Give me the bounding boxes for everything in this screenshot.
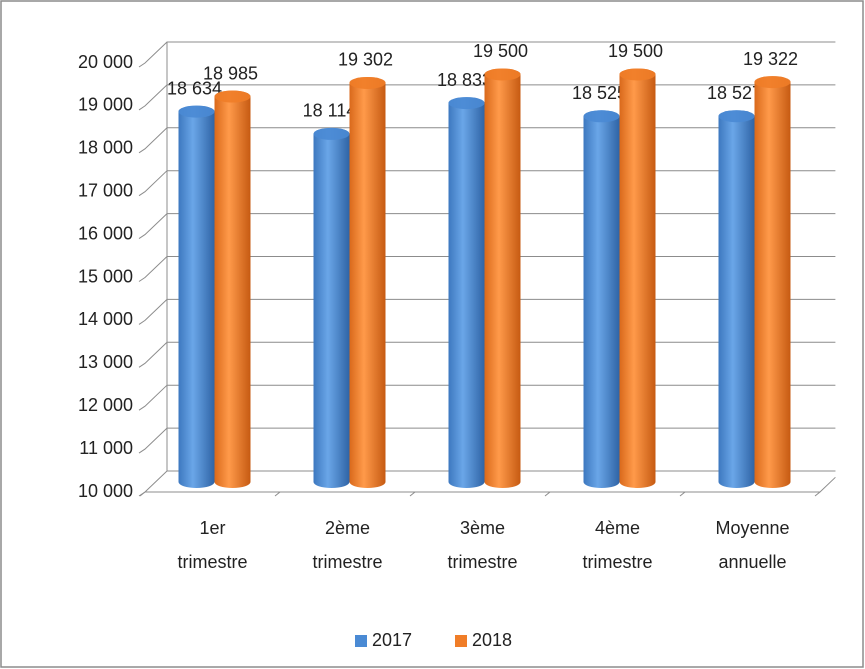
bar bbox=[484, 68, 521, 488]
value-label: 18 114 bbox=[303, 101, 357, 121]
x-tick-label-line: 1er bbox=[199, 518, 225, 538]
legend-swatch bbox=[355, 635, 367, 647]
bar-top bbox=[718, 110, 755, 123]
y-tick-label: 16 000 bbox=[78, 223, 133, 243]
bar-top bbox=[448, 97, 485, 110]
x-tick-label-line: Moyenne bbox=[715, 518, 789, 538]
x-tick-label: 2ème trimestre bbox=[312, 518, 382, 572]
bar bbox=[214, 90, 251, 488]
x-tick bbox=[814, 491, 821, 497]
y-tick-label: 10 000 bbox=[78, 481, 133, 501]
bar-top bbox=[313, 127, 350, 140]
bar-top bbox=[178, 105, 215, 118]
x-tick-label: Moyenne annuelle bbox=[715, 518, 789, 572]
y-tick-label: 14 000 bbox=[78, 309, 133, 329]
bar bbox=[178, 105, 215, 488]
bar bbox=[583, 110, 620, 488]
x-tick-label-line: 3ème bbox=[460, 518, 505, 538]
grid-line bbox=[138, 41, 836, 68]
value-label: 19 302 bbox=[338, 50, 393, 70]
y-tick-label: 11 000 bbox=[79, 438, 133, 458]
x-tick-label-line: 2ème bbox=[325, 518, 370, 538]
bar-top bbox=[349, 76, 386, 89]
y-tick-label: 13 000 bbox=[78, 352, 133, 372]
bar bbox=[349, 76, 386, 488]
value-label: 18 634 bbox=[167, 78, 222, 98]
x-tick bbox=[544, 491, 551, 497]
x-tick-label: 3ème trimestre bbox=[447, 518, 517, 572]
y-tick-label: 12 000 bbox=[78, 395, 133, 415]
value-label: 19 500 bbox=[608, 41, 663, 61]
y-tick-label: 18 000 bbox=[78, 138, 133, 158]
y-tick-label: 15 000 bbox=[78, 266, 133, 286]
x-tick bbox=[274, 491, 281, 497]
bar bbox=[619, 68, 656, 488]
x-tick bbox=[409, 491, 416, 497]
bar bbox=[448, 97, 485, 488]
legend-label: 2018 bbox=[472, 630, 512, 650]
bar bbox=[718, 110, 755, 488]
value-label: 19 500 bbox=[473, 41, 528, 61]
bar bbox=[313, 127, 350, 489]
bar bbox=[754, 76, 791, 489]
x-tick-label-line: trimestre bbox=[447, 552, 517, 572]
value-label: 18 985 bbox=[203, 63, 258, 83]
bar-top bbox=[583, 110, 620, 123]
x-tick-label-line: 4ème bbox=[595, 518, 640, 538]
value-label: 18 525 bbox=[572, 83, 627, 103]
y-tick-label: 19 000 bbox=[78, 95, 133, 115]
x-tick-label: 1er trimestre bbox=[177, 518, 247, 572]
x-tick bbox=[679, 491, 686, 497]
value-label: 18 833 bbox=[437, 70, 492, 90]
legend-label: 2017 bbox=[372, 630, 412, 650]
value-label: 19 322 bbox=[743, 49, 798, 69]
x-tick-label: 4ème trimestre bbox=[582, 518, 652, 572]
bar-top bbox=[484, 68, 521, 81]
x-tick-label-line: trimestre bbox=[177, 552, 247, 572]
bar-top bbox=[619, 68, 656, 81]
y-tick-label: 17 000 bbox=[78, 180, 133, 200]
value-label: 18 527 bbox=[707, 83, 762, 103]
x-tick bbox=[139, 491, 146, 497]
y-tick-label: 20 000 bbox=[78, 52, 133, 72]
legend-swatch bbox=[455, 635, 467, 647]
bar-top bbox=[214, 90, 251, 103]
x-tick-label-line: trimestre bbox=[312, 552, 382, 572]
x-tick-label-line: trimestre bbox=[582, 552, 652, 572]
x-tick-label-line: annuelle bbox=[718, 552, 786, 572]
bar-top bbox=[754, 76, 791, 89]
